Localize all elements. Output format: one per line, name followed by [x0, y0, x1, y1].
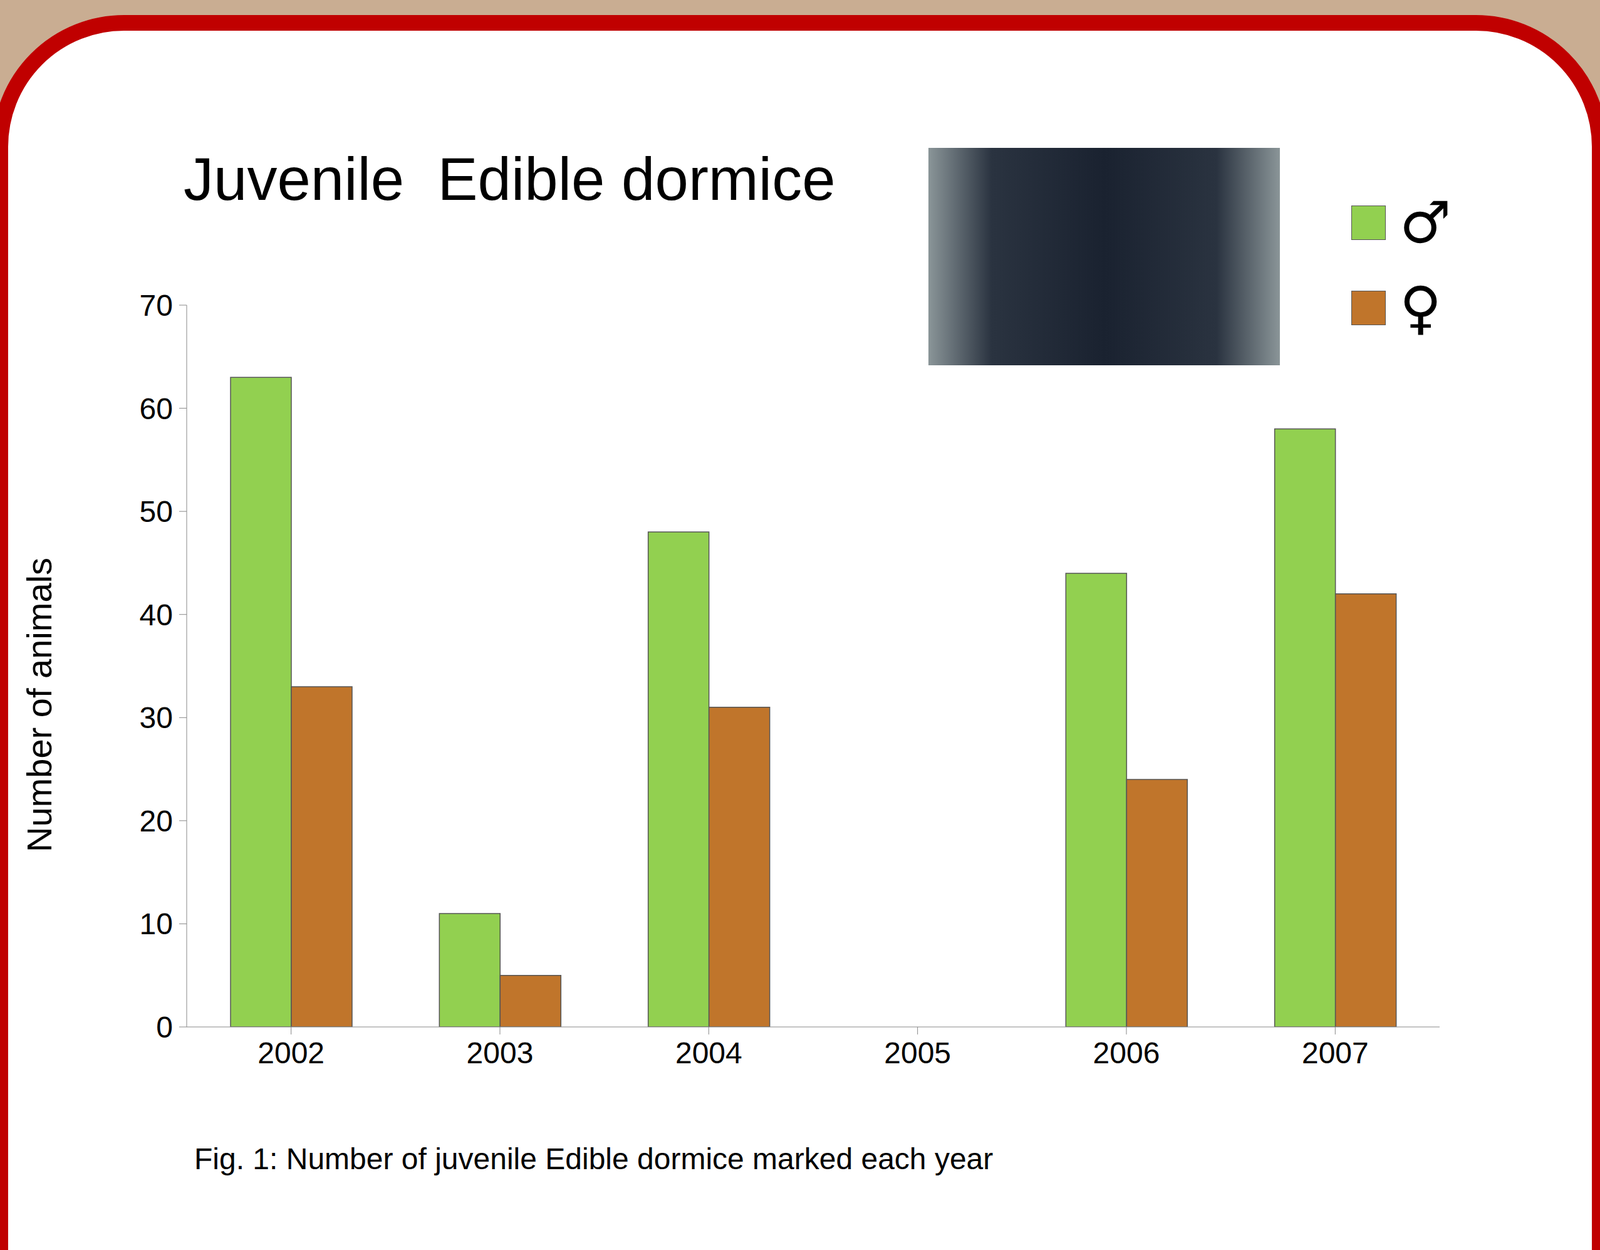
svg-text:2006: 2006: [1093, 1036, 1161, 1070]
svg-text:2002: 2002: [257, 1036, 325, 1070]
svg-text:70: 70: [139, 288, 173, 323]
html-text:Fig. 1: Number of juvenile Edi: Fig. 1: Number of juvenile Edible dormic…: [194, 1142, 994, 1176]
html-text:Number of animals: Number of animals: [19, 557, 59, 852]
svg-text:50: 50: [139, 494, 173, 529]
svg-text:10: 10: [139, 907, 173, 941]
svg-text:40: 40: [139, 598, 173, 632]
svg-text:20: 20: [139, 804, 173, 838]
svg-text:2005: 2005: [883, 1036, 951, 1070]
svg-text:60: 60: [139, 392, 173, 426]
html-text:Juvenile Edible dormice: Juvenile Edible dormice: [183, 145, 836, 213]
svg-text:2003: 2003: [466, 1036, 534, 1070]
svg-text:30: 30: [139, 701, 173, 735]
svg-text:2007: 2007: [1301, 1036, 1369, 1070]
svg-text:0: 0: [155, 1010, 173, 1044]
svg-text:2004: 2004: [675, 1036, 743, 1070]
